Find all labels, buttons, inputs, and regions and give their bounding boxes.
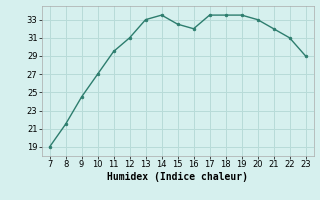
X-axis label: Humidex (Indice chaleur): Humidex (Indice chaleur): [107, 172, 248, 182]
